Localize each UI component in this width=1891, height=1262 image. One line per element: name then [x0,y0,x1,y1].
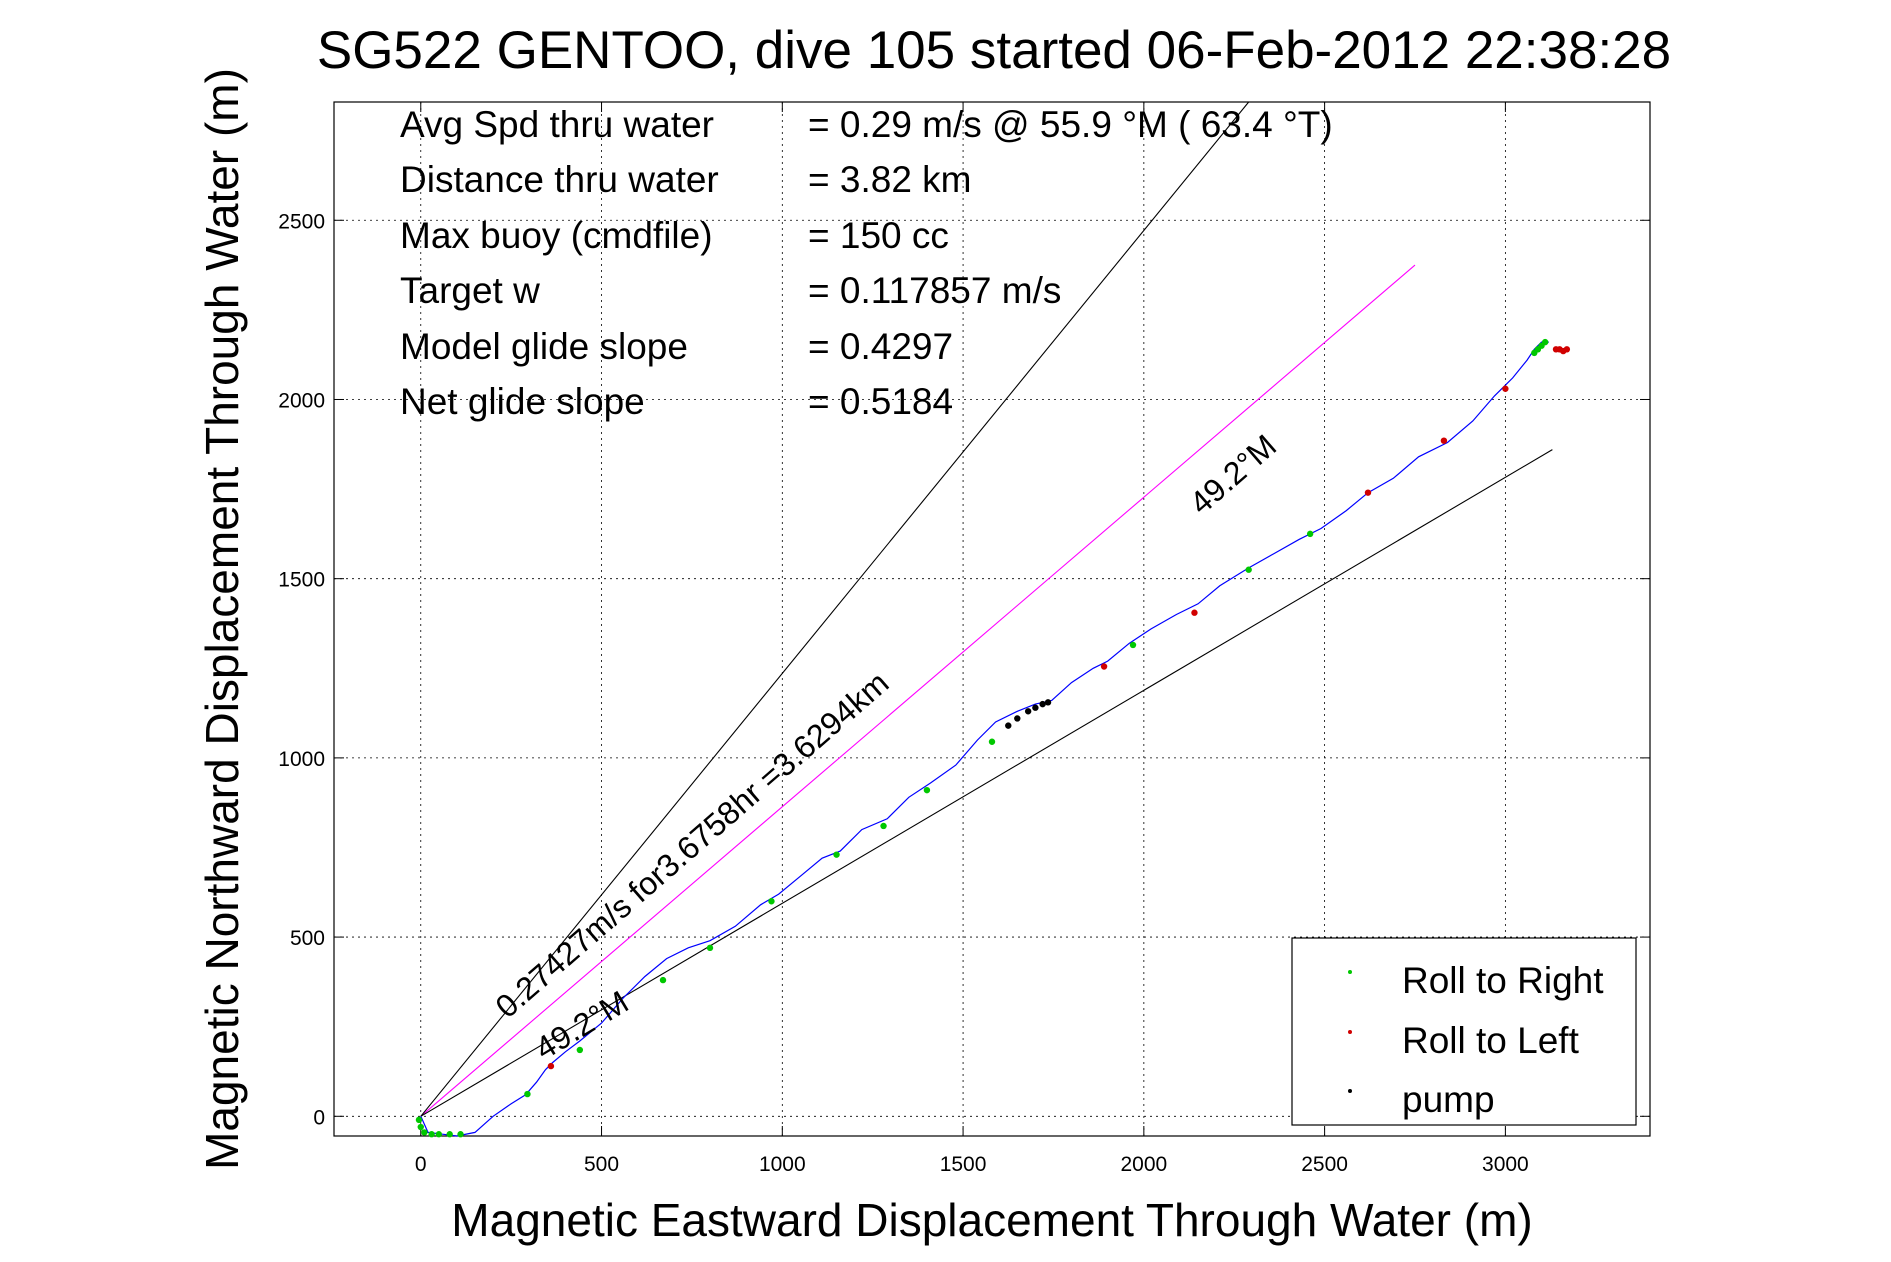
legend: Roll to Right Roll to Left pump [1291,937,1637,1126]
legend-label: Roll to Right [1402,960,1604,1001]
data-point [1032,704,1039,711]
x-tick-label: 2500 [1301,1153,1348,1176]
data-point [1502,385,1509,392]
chart-title: SG522 GENTOO, dive 105 started 06-Feb-20… [317,21,1671,80]
data-point [421,1129,428,1136]
data-point [659,976,667,984]
reference-line-bound-upper [420,101,1250,1117]
x-tick-label: 1500 [940,1153,987,1176]
y-tick-label: 0 [313,1106,325,1129]
data-point [435,1131,443,1138]
y-axis-label: Magnetic Northward Displacement Through … [196,68,248,1170]
legend-marker-roll-left [1348,1030,1352,1034]
data-point [428,1131,435,1138]
x-axis-label: Magnetic Eastward Displacement Through W… [451,1194,1532,1246]
x-tick-label: 0 [415,1153,427,1176]
legend-label: pump [1402,1079,1495,1120]
x-tick-label: 1000 [759,1153,806,1176]
grid [334,102,1650,1136]
y-tick-label: 1000 [278,748,325,771]
data-point [576,1046,584,1054]
plot-frame [333,101,1651,1137]
data-point [1014,715,1021,722]
x-tick-label: 3000 [1482,1153,1529,1176]
data-point [457,1131,464,1138]
data-point [524,1090,531,1098]
x-tick-label: 500 [584,1153,619,1176]
info-block: Avg Spd thru water = 0.29 m/s @ 55.9 °M … [400,104,1333,422]
data-point [1039,700,1046,708]
legend-label: Roll to Left [1402,1020,1580,1061]
reference-lines [420,101,1553,1117]
info-label: Max buoy (cmdfile) [400,215,713,256]
data-point [446,1131,453,1138]
info-value: = 150 cc [808,215,949,256]
data-point [1306,530,1314,538]
info-label: Model glide slope [400,326,688,367]
data-point [833,851,840,858]
info-label: Target w [400,270,540,311]
x-axis-ticks: 0 500 1000 1500 2000 2500 3000 [415,102,1529,1176]
data-point [1245,566,1252,573]
x-tick-label: 2000 [1120,1153,1167,1176]
data-point [1100,663,1108,670]
info-value: = 0.29 m/s @ 55.9 °M ( 63.4 °T) [808,104,1333,145]
info-value: = 0.4297 [808,326,953,367]
info-value: = 0.5184 [808,381,953,422]
legend-marker-roll-right [1348,970,1352,974]
reference-line-bound-lower [420,449,1553,1117]
series-pump [1005,699,1052,729]
data-point [415,1116,423,1124]
y-tick-label: 2000 [278,389,325,412]
data-point [1541,338,1549,346]
data-point [1440,437,1448,444]
data-point [547,1062,555,1070]
y-tick-label: 2500 [278,210,325,233]
data-point [1044,699,1052,706]
data-point [1191,609,1198,616]
y-tick-label: 500 [290,927,325,950]
data-point [768,898,775,905]
data-point [1563,346,1571,353]
data-point [417,1123,424,1131]
data-point [1129,641,1137,649]
info-value: = 3.82 km [808,159,972,200]
legend-box [1291,937,1637,1126]
data-point [1364,489,1372,496]
info-label: Distance thru water [400,159,719,200]
data-point [1024,708,1032,715]
y-axis-ticks: 0 500 1000 1500 2000 2500 [278,210,1650,1129]
data-point [988,738,996,745]
series-roll-to-left [547,346,1571,1070]
data-point [923,786,931,794]
track-markers [415,338,1571,1138]
y-tick-label: 1500 [278,569,325,592]
info-label: Avg Spd thru water [400,104,714,145]
series-roll-to-right [415,338,1549,1138]
legend-marker-pump [1348,1089,1352,1093]
data-point [706,944,714,952]
info-value: = 0.117857 m/s [808,270,1061,311]
data-point [880,822,887,830]
reference-line-heading [420,264,1416,1117]
info-label: Net glide slope [400,381,645,422]
data-point [1005,722,1012,729]
